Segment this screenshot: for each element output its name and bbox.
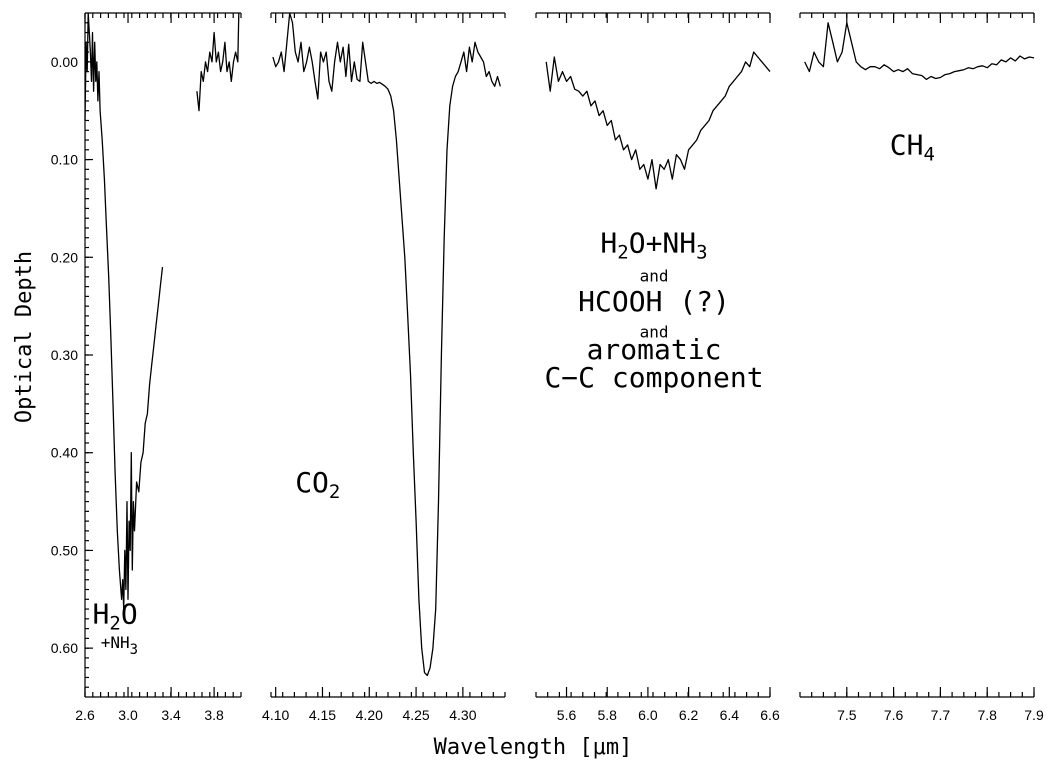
x-tick-label: 5.6: [557, 707, 577, 723]
annotation-text: +NH: [101, 633, 130, 652]
annotation-subscript: 2: [617, 241, 628, 263]
x-tick-label: 4.10: [262, 707, 289, 723]
spectrum-line: [272, 12, 501, 677]
x-tick-label: 4.15: [309, 707, 336, 723]
annotation-text: HCOOH (?): [578, 285, 730, 318]
x-axis-title-text: Wavelength [μm]: [434, 735, 633, 760]
x-axis-title: Wavelength [μm]: [434, 735, 633, 760]
panel-4: 7.5 7.6 7.7 7.8 7.9 CH4: [799, 12, 1044, 723]
x-tick-label: 7.5: [837, 707, 857, 723]
annotation-label: and: [640, 267, 669, 286]
annotation-label: H2O: [93, 598, 138, 635]
annotation-label: H2O+NH3: [600, 226, 707, 263]
annotation-label: +NH3: [101, 633, 138, 658]
x-tick-label: 4.25: [402, 707, 429, 723]
x-tick-label: 6.6: [760, 707, 780, 723]
panel-group: 0.00 0.10 0.20 0.30 0.40 0.50 0.60 2.6 3.0 3.4 3.8…: [51, 12, 1044, 723]
annotation-label: aromatic: [587, 333, 722, 366]
x-tick-label: 7.8: [977, 707, 997, 723]
annotation-label: and: [640, 322, 669, 341]
y-tick-label: 0.10: [51, 152, 78, 168]
y-tick-label: 0.30: [51, 347, 78, 363]
annotation-label: CH4: [890, 129, 935, 166]
annotation-subscript: 3: [130, 642, 138, 658]
x-tick-label: 6.0: [638, 707, 658, 723]
x-tick-label: 3.4: [161, 707, 181, 723]
annotation-label: CO2: [295, 466, 340, 503]
x-tick-label: 6.2: [679, 707, 699, 723]
annotation-text: H: [600, 226, 617, 259]
annotation-text: C−C component: [544, 361, 763, 394]
spectrum-line: [804, 22, 1035, 81]
annotation-text: and: [640, 267, 669, 286]
x-tick-label: 2.6: [75, 707, 95, 723]
x-tick-label: 4.20: [356, 707, 383, 723]
y-tick-label: 0.40: [51, 445, 78, 461]
y-tick-label: 0.20: [51, 249, 78, 265]
annotation-text: aromatic: [587, 333, 722, 366]
annotation-text: O: [121, 598, 138, 631]
x-tick-label: 7.7: [931, 707, 951, 723]
annotation-subscript: 3: [696, 241, 707, 263]
annotation-label: HCOOH (?): [578, 285, 730, 318]
x-tick-label: 3.0: [118, 707, 138, 723]
x-tick-label: 4.30: [449, 707, 476, 723]
annotation-subscript: 2: [329, 481, 340, 503]
annotation-subscript: 4: [923, 144, 934, 166]
annotation-text: O+NH: [629, 226, 696, 259]
annotation-text: and: [640, 322, 669, 341]
x-tick-label: 7.9: [1024, 707, 1044, 723]
panel-2: 4.10 4.15 4.20 4.25 4.30 CO2: [262, 12, 506, 723]
annotation-subscript: 2: [109, 613, 120, 635]
annotation-label: C−C component: [544, 361, 763, 394]
annotation-text: H: [93, 598, 110, 631]
annotation-text: CH: [890, 129, 924, 162]
x-tick-label: 7.6: [884, 707, 904, 723]
x-tick-label: 3.8: [204, 707, 224, 723]
y-tick-label: 0.50: [51, 542, 78, 558]
spectrum-line: [545, 51, 771, 190]
y-tick-label: 0.60: [51, 640, 78, 656]
x-tick-label: 5.8: [597, 707, 617, 723]
spectrum-line: [84, 12, 164, 610]
spectrum-line: [196, 12, 240, 112]
y-tick-label: 0.00: [51, 54, 78, 70]
y-axis-title: Optical Depth: [12, 251, 37, 423]
annotation-text: CO: [295, 466, 329, 499]
x-tick-label: 6.4: [720, 707, 740, 723]
